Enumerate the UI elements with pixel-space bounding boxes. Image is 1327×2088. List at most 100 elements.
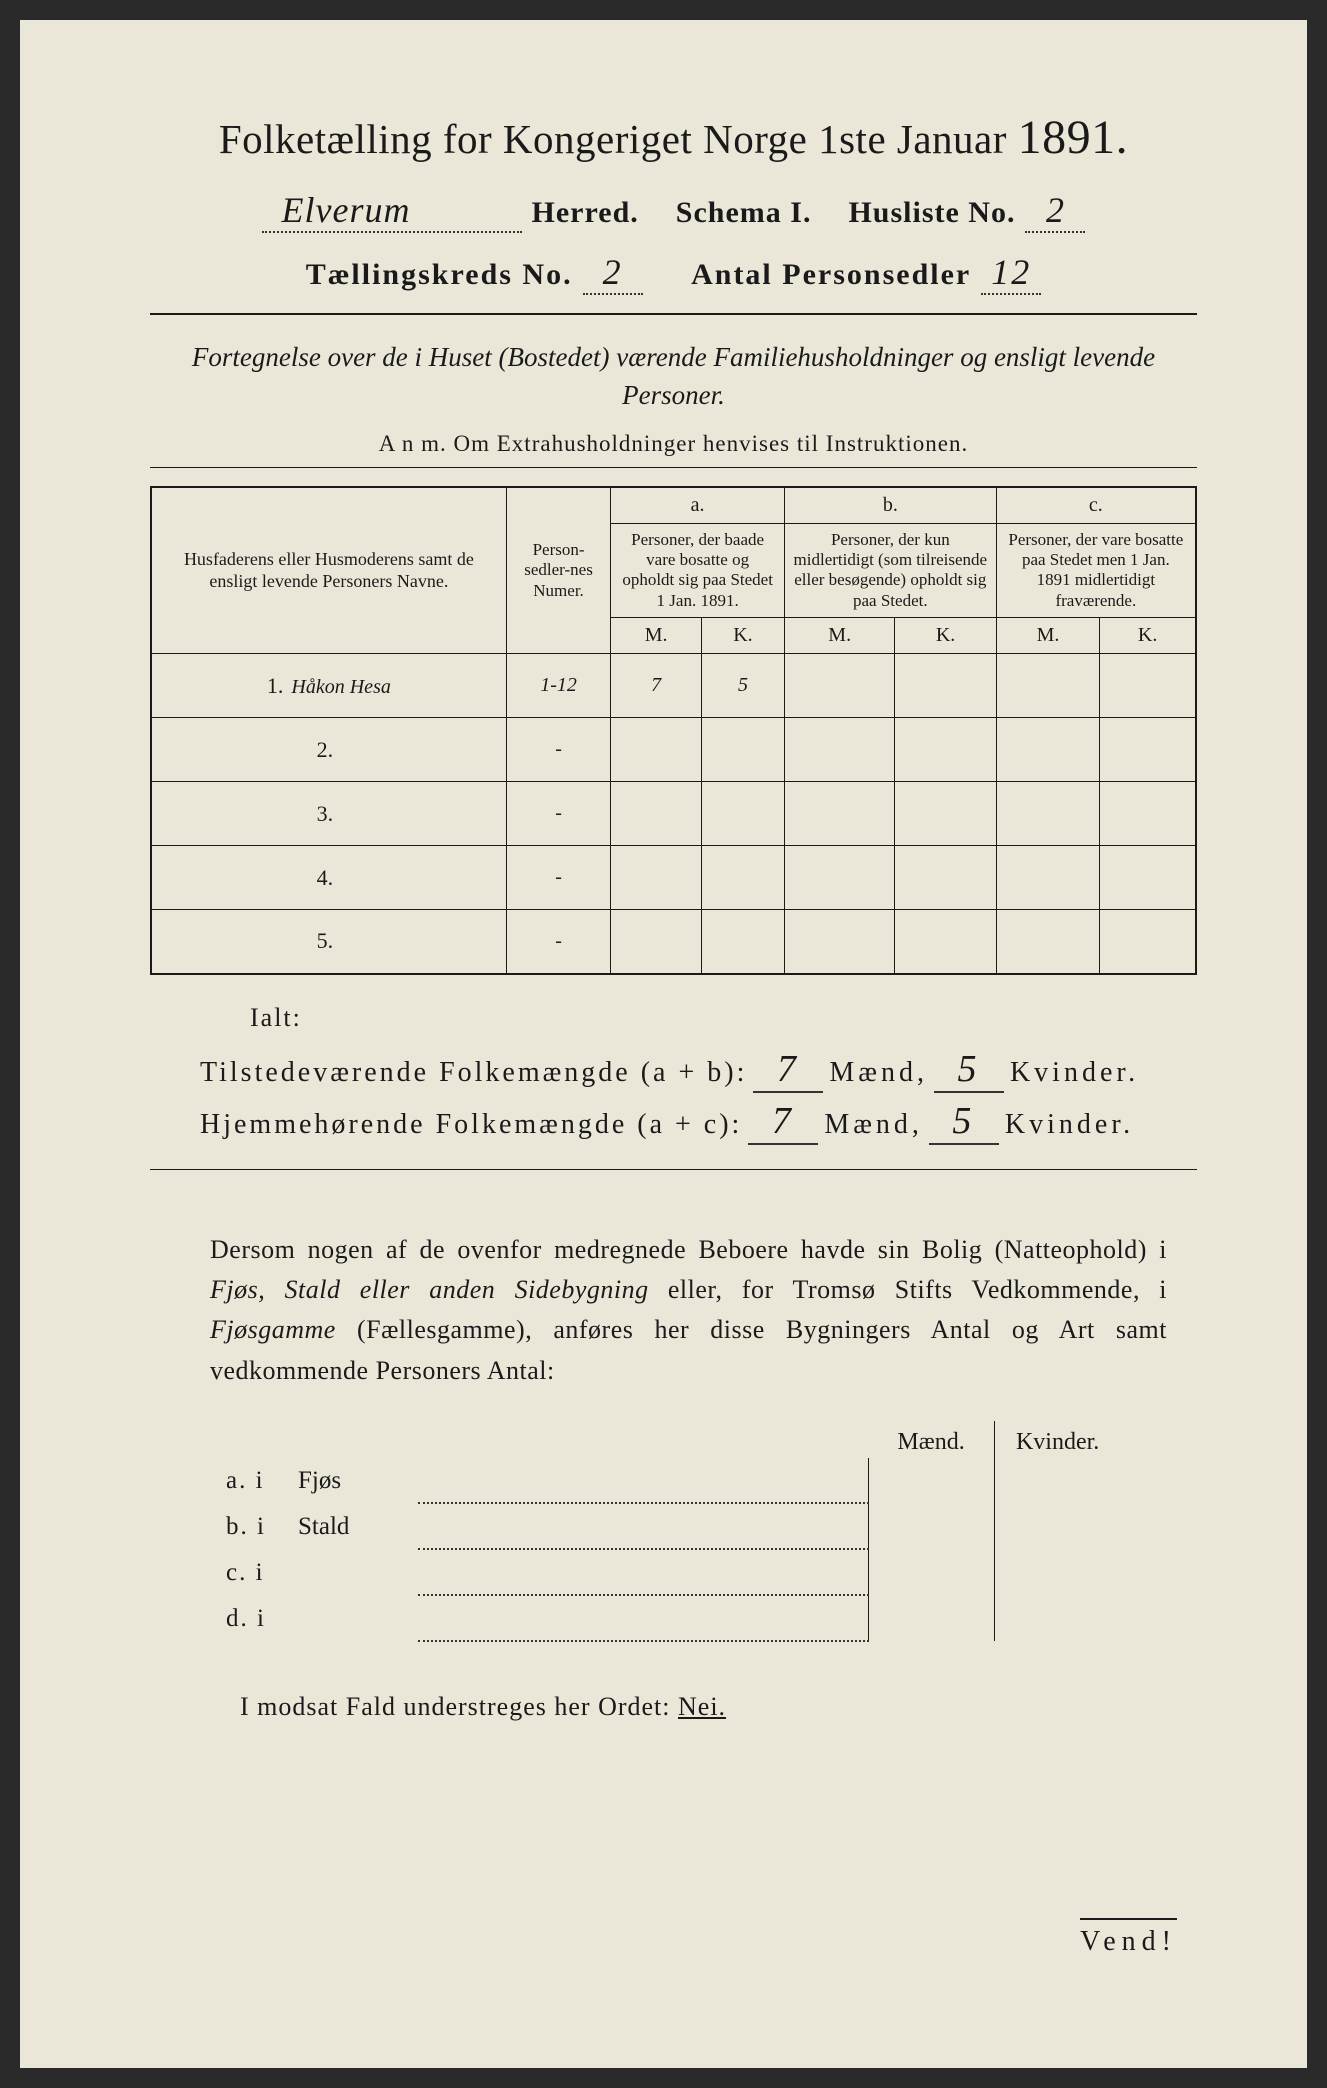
- cell-a-k: [701, 846, 784, 910]
- herred-value: Elverum: [262, 189, 522, 233]
- side-row-k: [994, 1503, 1120, 1549]
- side-table-row: c. i: [220, 1549, 1120, 1595]
- hjemme-k: 5: [929, 1099, 999, 1145]
- cell-num: 1-12: [506, 654, 611, 718]
- header-row-2: Tællingskreds No. 2 Antal Personsedler 1…: [150, 251, 1197, 295]
- col-a-k: K.: [701, 618, 784, 654]
- col-b-m: M.: [784, 618, 895, 654]
- col-group-c-text: Personer, der vare bosatte paa Stedet me…: [996, 523, 1196, 618]
- schema-label: Schema I.: [676, 196, 812, 230]
- side-row-dots: [418, 1503, 868, 1549]
- header-row-1: Elverum Herred. Schema I. Husliste No. 2: [150, 189, 1197, 233]
- tilstede-k: 5: [934, 1047, 1004, 1093]
- side-building-table: Mænd. Kvinder. a. iFjøs b. iStald c. i d…: [220, 1421, 1120, 1642]
- cell-name: 1.Håkon Hesa: [151, 654, 506, 718]
- turn-over-label: Vend!: [1080, 1918, 1177, 1958]
- table-row: 5.-: [151, 910, 1196, 974]
- side-row-m: [868, 1458, 994, 1503]
- kreds-value: 2: [583, 251, 643, 295]
- kvinder-label: Kvinder.: [1010, 1057, 1139, 1089]
- cell-b-m: [784, 718, 895, 782]
- side-row-label: a. i: [220, 1458, 292, 1503]
- divider-thin: [150, 467, 1197, 468]
- side-row-dots: [418, 1458, 868, 1503]
- side-row-k: [994, 1458, 1120, 1503]
- cell-c-m: [996, 654, 1100, 718]
- kvinder-label: Kvinder.: [1005, 1109, 1134, 1141]
- household-table: Husfaderens eller Husmoderens samt de en…: [150, 486, 1197, 975]
- side-col-kvinder: Kvinder.: [994, 1421, 1120, 1458]
- side-table-row: d. i: [220, 1595, 1120, 1641]
- side-table-row: a. iFjøs: [220, 1458, 1120, 1503]
- col-header-number: Person-sedler-nes Numer.: [506, 487, 611, 654]
- tilstede-label: Tilstedeværende Folkemængde (a + b):: [200, 1057, 747, 1089]
- side-row-m: [868, 1595, 994, 1641]
- cell-c-k: [1100, 782, 1196, 846]
- cell-a-m: [611, 910, 702, 974]
- side-row-kind: Stald: [292, 1503, 418, 1549]
- cell-name: 4.: [151, 846, 506, 910]
- cell-b-k: [895, 718, 996, 782]
- nei-line: I modsat Fald understreges her Ordet: Ne…: [240, 1692, 1197, 1722]
- cell-num: -: [506, 718, 611, 782]
- side-row-kind: Fjøs: [292, 1458, 418, 1503]
- divider: [150, 313, 1197, 315]
- table-header: Husfaderens eller Husmoderens samt de en…: [151, 487, 1196, 654]
- col-group-a-label: a.: [611, 487, 785, 524]
- cell-c-k: [1100, 910, 1196, 974]
- col-group-b-text: Personer, der kun midlertidigt (som tilr…: [784, 523, 996, 618]
- totals-resident: Hjemmehørende Folkemængde (a + c): 7 Mæn…: [200, 1099, 1197, 1145]
- cell-b-m: [784, 910, 895, 974]
- cell-name: 2.: [151, 718, 506, 782]
- col-b-k: K.: [895, 618, 996, 654]
- side-row-kind: [292, 1595, 418, 1641]
- form-annotation: A n m. Om Extrahusholdninger henvises ti…: [150, 431, 1197, 457]
- cell-c-m: [996, 910, 1100, 974]
- cell-a-k: [701, 782, 784, 846]
- cell-b-m: [784, 654, 895, 718]
- nei-word: Nei.: [678, 1692, 726, 1721]
- title-year: 1891.: [1018, 111, 1129, 164]
- side-col-maend: Mænd.: [868, 1421, 994, 1458]
- cell-a-k: 5: [701, 654, 784, 718]
- cell-name: 3.: [151, 782, 506, 846]
- side-row-kind: [292, 1549, 418, 1595]
- side-row-m: [868, 1549, 994, 1595]
- side-row-label: b. i: [220, 1503, 292, 1549]
- table-row: 1.Håkon Hesa1-1275: [151, 654, 1196, 718]
- title-text: Folketælling for Kongeriget Norge 1ste J…: [219, 116, 1007, 162]
- col-c-m: M.: [996, 618, 1100, 654]
- maend-label: Mænd,: [829, 1057, 928, 1089]
- side-row-label: c. i: [220, 1549, 292, 1595]
- personsedler-label: Antal Personsedler: [691, 258, 971, 292]
- side-table-header: Mænd. Kvinder.: [220, 1421, 1120, 1458]
- side-row-m: [868, 1503, 994, 1549]
- cell-b-k: [895, 846, 996, 910]
- col-group-c-label: c.: [996, 487, 1196, 524]
- col-a-m: M.: [611, 618, 702, 654]
- col-group-b-label: b.: [784, 487, 996, 524]
- cell-c-m: [996, 846, 1100, 910]
- side-row-dots: [418, 1549, 868, 1595]
- cell-b-k: [895, 782, 996, 846]
- cell-b-m: [784, 846, 895, 910]
- personsedler-value: 12: [981, 251, 1041, 295]
- herred-label: Herred.: [532, 196, 639, 230]
- form-description: Fortegnelse over de i Huset (Bostedet) v…: [190, 339, 1157, 415]
- kreds-label: Tællingskreds No.: [306, 258, 573, 292]
- husliste-label: Husliste No.: [848, 196, 1015, 230]
- maend-label: Mænd,: [824, 1109, 923, 1141]
- cell-b-k: [895, 654, 996, 718]
- cell-b-m: [784, 782, 895, 846]
- cell-num: -: [506, 846, 611, 910]
- page-title: Folketælling for Kongeriget Norge 1ste J…: [150, 110, 1197, 165]
- cell-c-k: [1100, 846, 1196, 910]
- side-row-k: [994, 1595, 1120, 1641]
- cell-name: 5.: [151, 910, 506, 974]
- table-body: 1.Håkon Hesa1-12752.-3.-4.-5.-: [151, 654, 1196, 974]
- table-row: 2.-: [151, 718, 1196, 782]
- divider-thin: [150, 1169, 1197, 1170]
- cell-a-k: [701, 718, 784, 782]
- side-row-label: d. i: [220, 1595, 292, 1641]
- cell-a-m: [611, 846, 702, 910]
